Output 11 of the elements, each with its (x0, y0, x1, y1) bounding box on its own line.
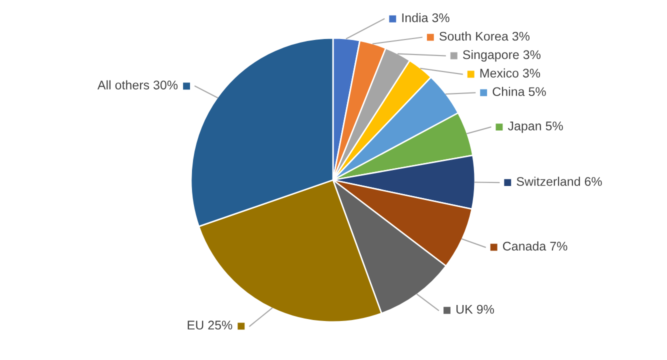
legend-label: China 5% (492, 86, 546, 96)
slice-label: All others 30% (97, 80, 178, 90)
legend-label: Canada 7% (502, 241, 568, 251)
legend-label: Singapore 3% (462, 50, 540, 62)
slice-label: EU 25% (188, 320, 232, 330)
legend-label: India 3% (402, 13, 450, 22)
legend-label: UK 9% (456, 304, 494, 314)
legend-label: Mexico 3% (480, 68, 540, 78)
legend-label: South Korea 3% (439, 31, 530, 41)
legend-label: Switzerland 6% (516, 176, 602, 186)
legend-label: Japan 5% (508, 122, 563, 133)
